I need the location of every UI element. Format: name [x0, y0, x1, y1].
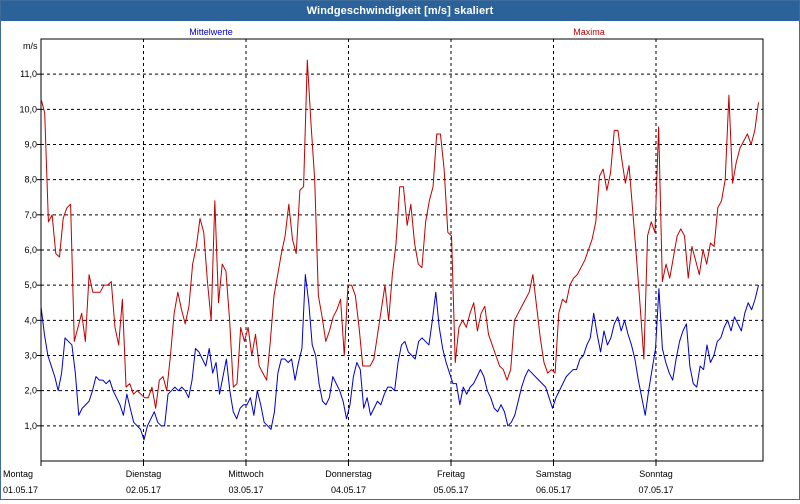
y-tick-label: 9,0	[24, 140, 37, 150]
x-tick-label-date: 05.05.17	[433, 485, 468, 495]
x-tick-label-date: 06.05.17	[536, 485, 571, 495]
y-tick-label: 6,0	[24, 245, 37, 255]
legend-label-maxima: Maxima	[573, 27, 605, 37]
y-axis-unit-label: m/s	[23, 41, 38, 51]
series-layer	[40, 59, 759, 441]
wind-speed-chart: 1,0 2,0 3,0 4,0 5,0 6,0 7,0 8,0 9,0 10,0 11,0 Monta…	[3, 27, 764, 495]
x-tick-label-weekday: Freitag	[437, 469, 465, 479]
y-tick-label: 10,0	[19, 104, 37, 114]
y-tick-label: 4,0	[24, 315, 37, 325]
x-tick-label-date: 01.05.17	[3, 485, 38, 495]
y-tick-label: 8,0	[24, 175, 37, 185]
x-tick-label-weekday: Mittwoch	[228, 469, 264, 479]
y-tick-label: 1,0	[24, 421, 37, 431]
x-tick-label-weekday: Montag	[3, 469, 33, 479]
window-title: Windgeschwindigkeit [m/s] skaliert	[1, 1, 799, 21]
legend-label-mittelwerte: Mittelwerte	[189, 27, 233, 37]
series-line-maxima	[40, 59, 759, 409]
y-tick-label: 7,0	[24, 210, 37, 220]
x-tick-label-date: 02.05.17	[126, 485, 161, 495]
x-tick-label-weekday: Dienstag	[126, 469, 162, 479]
x-tick-label-weekday: Samstag	[536, 469, 572, 479]
y-tick-label: 2,0	[24, 386, 37, 396]
series-line-mittelwerte	[40, 274, 759, 441]
y-tick-label: 5,0	[24, 280, 37, 290]
y-tick-label: 3,0	[24, 351, 37, 361]
x-tick-label-weekday: Donnerstag	[325, 469, 372, 479]
x-tick-label-date: 07.05.17	[638, 485, 673, 495]
grid	[41, 39, 763, 461]
axes: 1,0 2,0 3,0 4,0 5,0 6,0 7,0 8,0 9,0 10,0 11,0 Monta…	[3, 69, 674, 495]
x-tick-label-weekday: Sonntag	[639, 469, 673, 479]
legend: Mittelwerte Maxima	[189, 27, 605, 37]
x-tick-label-date: 03.05.17	[228, 485, 263, 495]
x-tick-label-date: 04.05.17	[331, 485, 366, 495]
y-tick-label: 11,0	[20, 69, 37, 79]
chart-area: 1,0 2,0 3,0 4,0 5,0 6,0 7,0 8,0 9,0 10,0 11,0 Monta…	[1, 21, 799, 499]
